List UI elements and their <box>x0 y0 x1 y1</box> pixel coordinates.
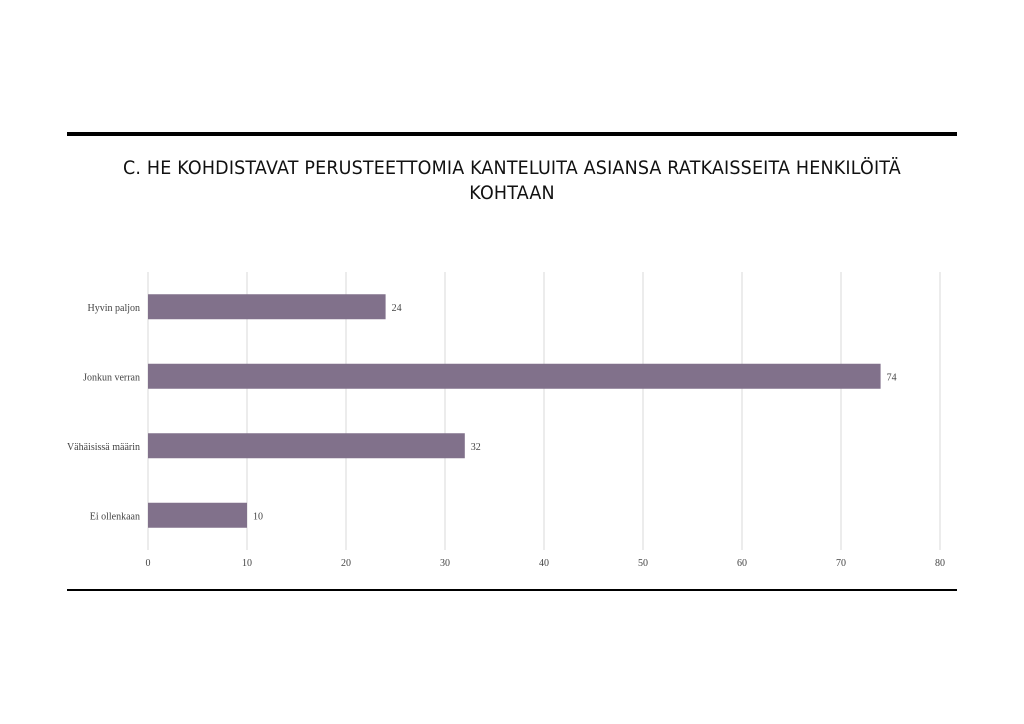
category-labels: Hyvin paljon Jonkun verran Vähäisissä määr… <box>67 303 140 523</box>
x-tick-label: 30 <box>440 558 450 569</box>
category-label: Vähäisissä määrin <box>67 442 140 453</box>
bottom-rule <box>67 589 957 591</box>
bar-3 <box>148 502 247 528</box>
x-tick-label: 70 <box>836 558 846 569</box>
data-label: 74 <box>887 372 897 383</box>
x-tick-label: 10 <box>242 558 252 569</box>
x-tick-label: 60 <box>737 558 747 569</box>
category-label: Jonkun verran <box>83 372 140 383</box>
chart-title: C. HE KOHDISTAVAT PERUSTEETTOMIA KANTELU… <box>123 157 901 204</box>
bars <box>148 294 881 528</box>
bar-0 <box>148 294 386 320</box>
top-rule <box>67 132 957 136</box>
x-tick-labels: 0 10 20 30 40 50 60 70 80 <box>146 558 946 569</box>
x-tick-label: 20 <box>341 558 351 569</box>
x-tick-label: 40 <box>539 558 549 569</box>
data-label: 32 <box>471 442 481 453</box>
bar-1 <box>148 363 881 389</box>
data-label: 10 <box>253 511 263 522</box>
data-label: 24 <box>392 303 402 314</box>
data-labels: 24 74 32 10 <box>253 303 897 523</box>
x-tick-label: 80 <box>935 558 945 569</box>
category-label: Hyvin paljon <box>88 303 141 314</box>
bar-2 <box>148 433 465 459</box>
x-tick-label: 0 <box>146 558 151 569</box>
category-label: Ei ollenkaan <box>90 511 140 522</box>
x-tick-label: 50 <box>638 558 648 569</box>
